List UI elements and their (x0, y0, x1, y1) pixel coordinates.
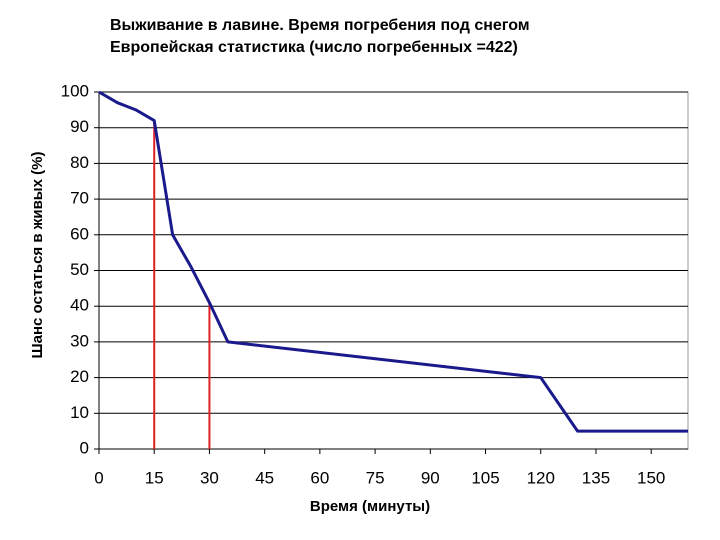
y-tick-label: 80 (70, 153, 89, 172)
y-tick-label: 100 (61, 81, 89, 100)
chart-title: Европейская статистика (число погребенны… (110, 39, 518, 56)
x-tick-label: 120 (527, 468, 555, 487)
y-tick-label: 0 (80, 438, 89, 457)
y-tick-label: 50 (70, 260, 89, 279)
x-tick-label: 135 (582, 468, 610, 487)
y-tick-label: 30 (70, 331, 89, 350)
x-tick-label: 75 (366, 468, 385, 487)
y-tick-label: 20 (70, 367, 89, 386)
x-tick-label: 15 (145, 468, 164, 487)
y-tick-label: 40 (70, 296, 89, 315)
y-tick-label: 70 (70, 189, 89, 208)
chart-title: Выживание в лавине. Время погребения под… (110, 17, 530, 34)
data-line (98, 90, 688, 433)
x-tick-label: 0 (94, 468, 103, 487)
x-tick-label: 60 (310, 468, 329, 487)
y-tick-label: 90 (70, 117, 89, 136)
y-axis-label: Шанс остаться в живых (%) (29, 152, 46, 359)
x-tick-label: 150 (637, 468, 665, 487)
x-tick-label: 105 (471, 468, 499, 487)
y-tick-label: 60 (70, 224, 89, 243)
x-tick-label: 45 (255, 468, 274, 487)
x-tick-label: 30 (200, 468, 219, 487)
x-tick-label: 90 (421, 468, 440, 487)
x-axis-label: Время (минуты) (310, 498, 430, 515)
y-tick-label: 10 (70, 403, 89, 422)
